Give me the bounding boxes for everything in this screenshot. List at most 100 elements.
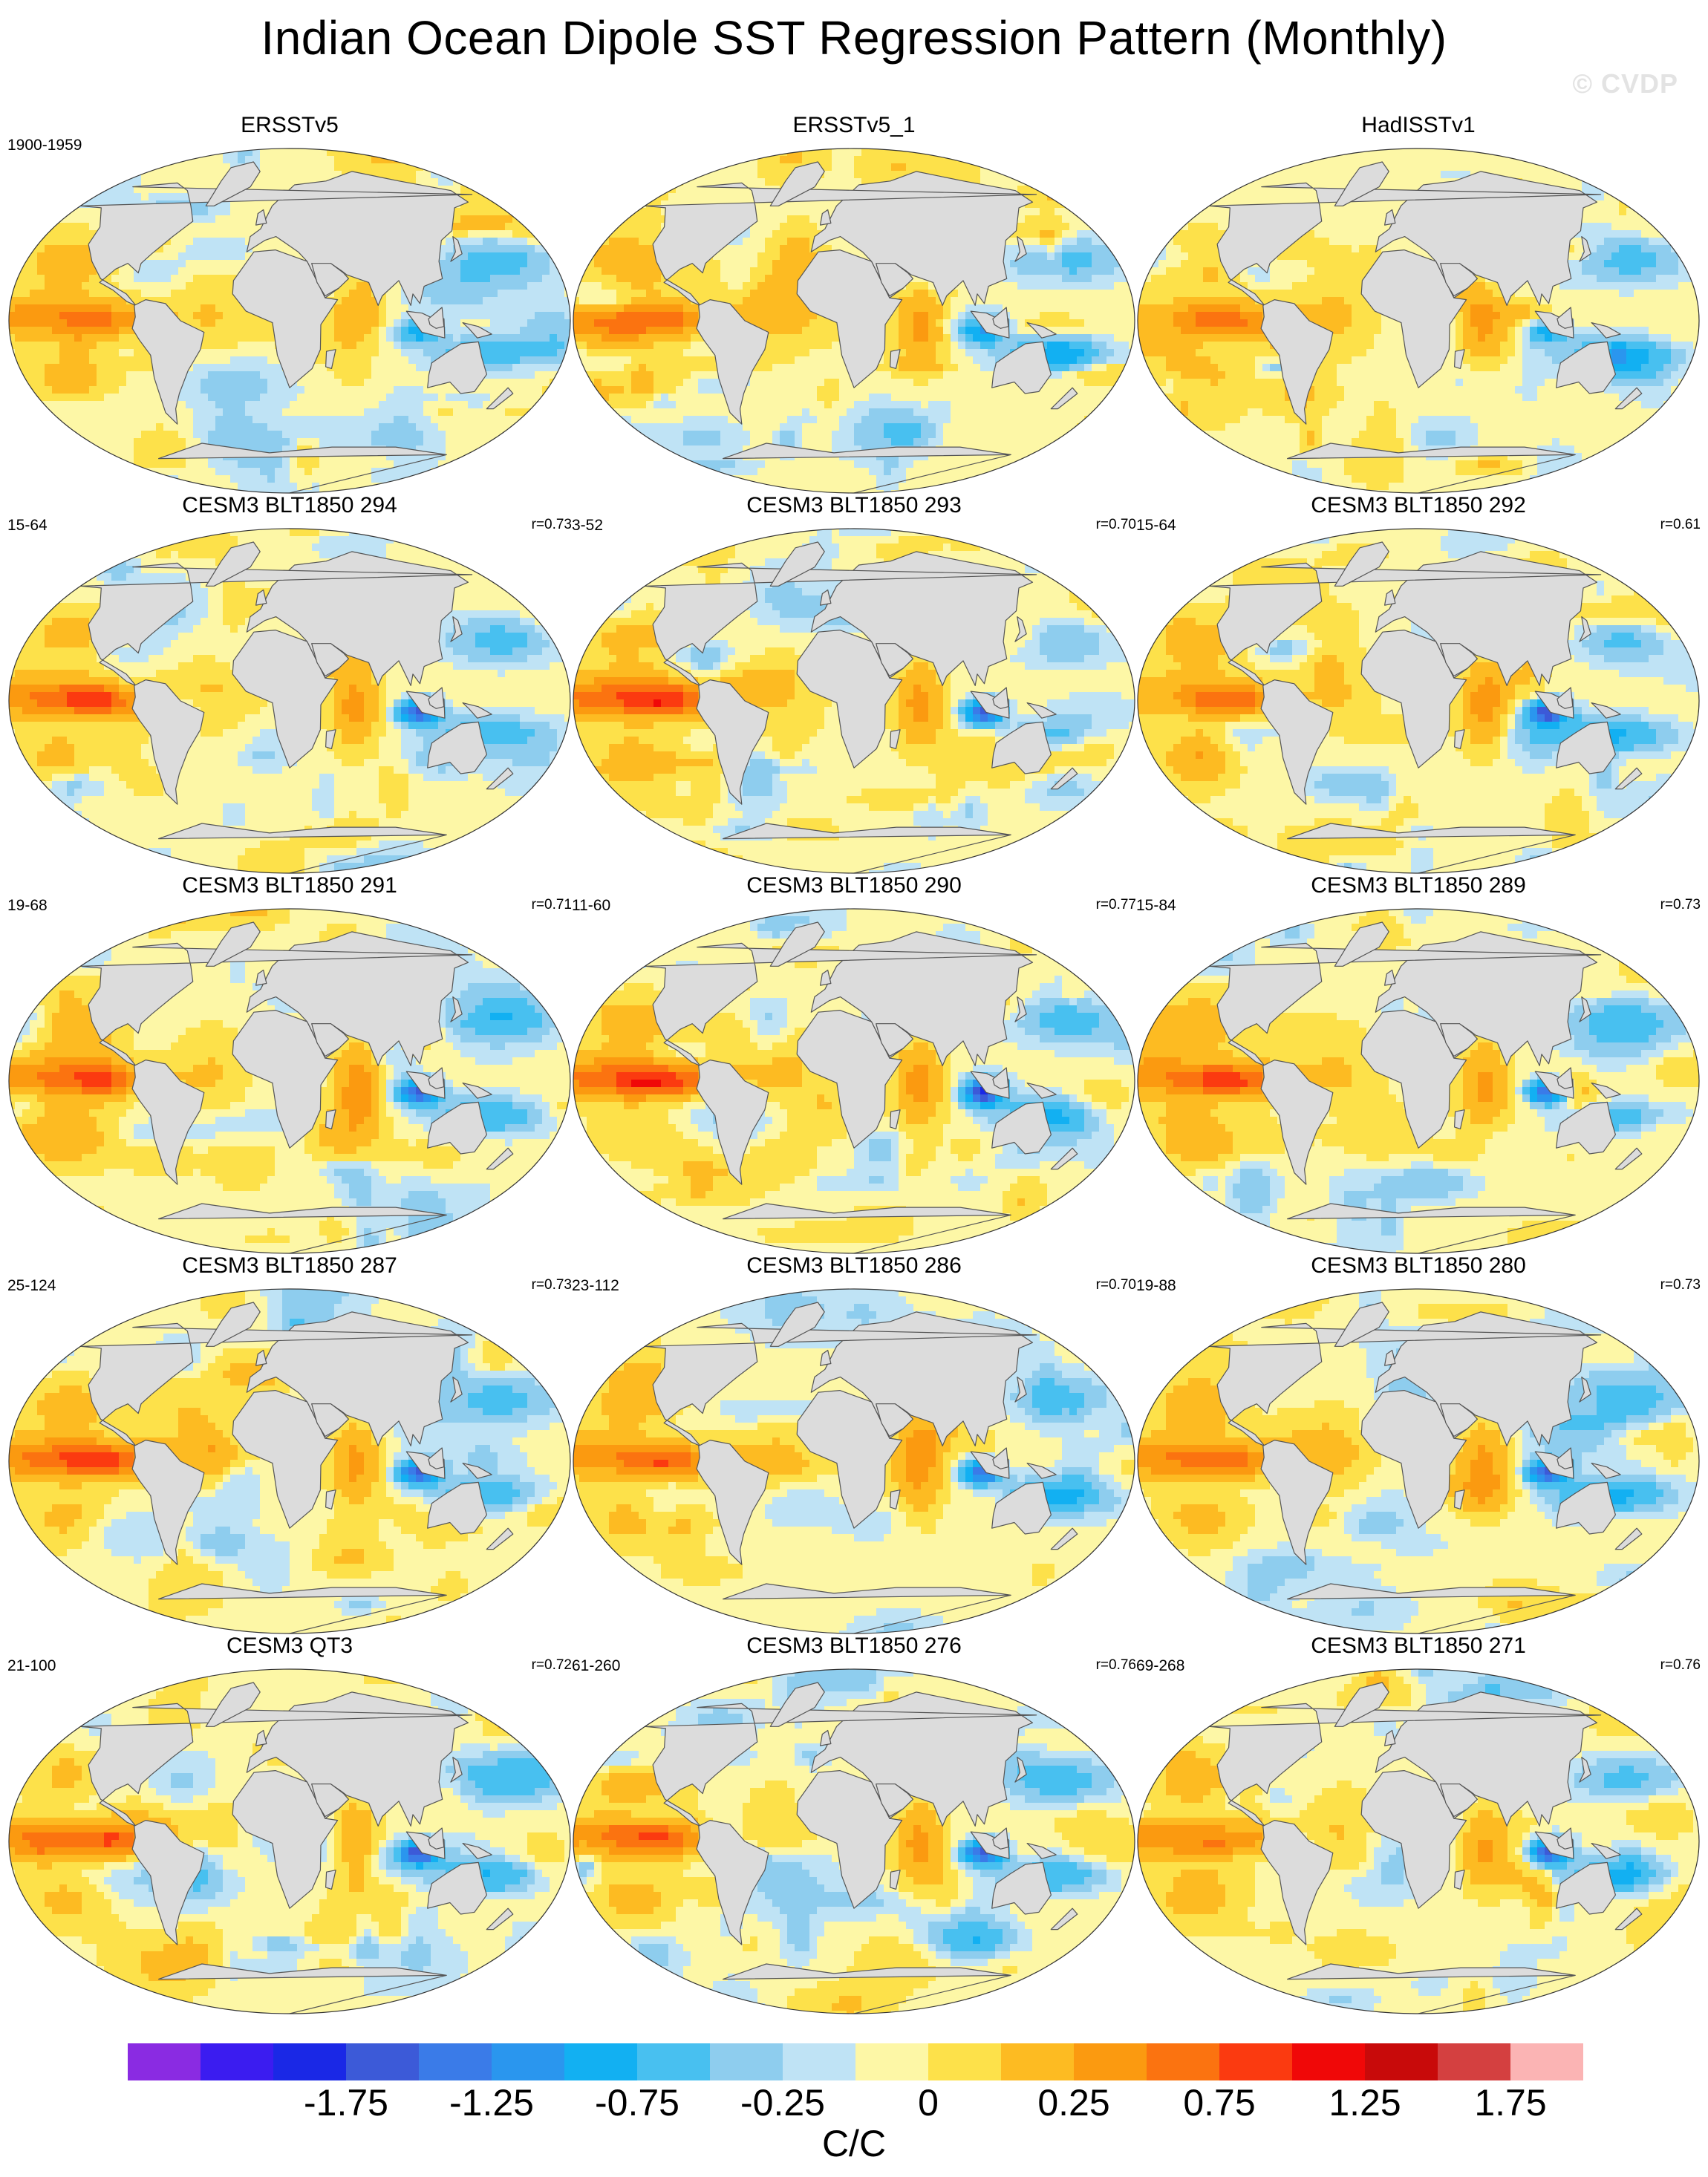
colorbar-tick-label: -0.25 xyxy=(740,2082,825,2124)
land-mass xyxy=(1591,1463,1621,1479)
land-mass xyxy=(769,541,825,587)
map-panel: CESM3 BLT1850 289 15-84 r=0.73 xyxy=(1136,873,1701,1259)
land-mass xyxy=(462,1843,492,1859)
land-mass xyxy=(820,969,832,986)
sst-contour-fill xyxy=(82,1684,570,1996)
sst-contour-fill xyxy=(616,692,683,707)
land-mass xyxy=(1557,1447,1574,1469)
panel-year-range: 19-88 xyxy=(1136,1277,1176,1294)
land-mass xyxy=(890,1489,901,1509)
map-panel: CESM3 BLT1850 271 69-268 r=0.76 xyxy=(1136,1633,1701,2020)
land-mass xyxy=(1614,1147,1643,1170)
sst-contour-fill xyxy=(573,1005,1025,1206)
land-mass xyxy=(255,209,267,226)
land-mass xyxy=(1050,1907,1078,1930)
cvdp-watermark: © CVDP xyxy=(1572,68,1678,99)
map-panel: CESM3 BLT1850 294 15-64 r=0.73 xyxy=(7,493,572,879)
sst-contour-fill xyxy=(1611,349,1626,364)
land-mass xyxy=(1579,616,1591,642)
land-mass xyxy=(428,1827,445,1850)
sst-contour-fill xyxy=(602,1825,683,1847)
panel-year-range: 15-64 xyxy=(7,517,48,534)
land-mass xyxy=(427,1861,488,1915)
sst-contour-fill xyxy=(1138,1057,1493,1102)
land-mass xyxy=(1440,643,1478,677)
land-mass xyxy=(232,249,339,388)
sst-regression-map xyxy=(573,908,1135,1254)
land-mass xyxy=(1556,341,1617,394)
sst-contour-fill xyxy=(67,558,557,873)
land-mass xyxy=(1375,1311,1598,1446)
sst-contour-fill xyxy=(1522,1005,1663,1132)
land-mass xyxy=(462,1083,492,1099)
sst-contour-fill xyxy=(59,1452,119,1467)
map-panel: ERSSTv5_1 xyxy=(572,113,1136,499)
land-mass xyxy=(450,1377,463,1403)
map-border xyxy=(573,1668,1135,2014)
map-panel: CESM3 BLT1850 293 3-52 r=0.70 xyxy=(572,493,1136,879)
land-mass xyxy=(992,307,1009,329)
land-mass xyxy=(255,1349,267,1366)
land-mass xyxy=(992,1067,1009,1089)
land-mass xyxy=(1208,942,1602,1066)
map-panel: CESM3 BLT1850 276 61-260 r=0.76 xyxy=(572,1633,1136,2020)
panel-year-range: 69-268 xyxy=(1136,1657,1185,1674)
sst-contour-fill xyxy=(1138,186,1530,468)
land-mass xyxy=(1454,1489,1465,1509)
sst-contour-fill xyxy=(9,1289,570,1631)
sst-contour-fill xyxy=(958,699,1069,737)
land-mass xyxy=(876,643,913,677)
land-mass xyxy=(890,349,901,369)
land-mass xyxy=(486,387,514,410)
sst-regression-map xyxy=(573,528,1135,874)
land-mass xyxy=(1454,349,1465,369)
land-mass xyxy=(1591,1843,1621,1859)
land-mass xyxy=(486,767,514,790)
panel-title: CESM3 BLT1850 292 xyxy=(1311,493,1526,518)
land-mass xyxy=(255,589,267,606)
sst-contour-fill xyxy=(594,312,683,334)
colorbar-swatch xyxy=(1219,2043,1292,2080)
panel-title: CESM3 BLT1850 276 xyxy=(746,1633,962,1658)
land-mass xyxy=(486,1527,514,1550)
sst-contour-fill xyxy=(1138,1378,1522,1608)
panel-year-range: 15-84 xyxy=(1136,897,1176,914)
land-mass xyxy=(644,182,1037,306)
land-mass xyxy=(255,969,267,986)
land-mass xyxy=(820,209,832,226)
sst-contour-fill xyxy=(573,1825,928,1862)
map-panel: CESM3 BLT1850 280 19-88 r=0.73 xyxy=(1136,1253,1701,1639)
land-mass xyxy=(1591,702,1621,719)
land-mass xyxy=(486,1907,514,1930)
sst-contour-fill xyxy=(1530,1840,1641,1884)
land-mass xyxy=(205,541,261,587)
map-border xyxy=(8,908,571,1254)
land-mass xyxy=(890,1109,901,1129)
panel-title: CESM3 BLT1850 287 xyxy=(182,1253,397,1278)
map-border xyxy=(573,528,1135,874)
sst-contour-fill xyxy=(22,1832,134,1855)
sst-contour-fill xyxy=(9,685,364,722)
land-mass xyxy=(644,1703,1037,1827)
sst-contour-fill xyxy=(9,1057,371,1132)
land-mass xyxy=(79,182,473,306)
land-mass xyxy=(1556,721,1617,774)
land-mass xyxy=(1384,589,1396,606)
sst-contour-fill xyxy=(573,1334,1135,1586)
colorbar-units: C/C xyxy=(821,2123,887,2164)
sst-contour-fill xyxy=(171,1289,557,1608)
colorbar-tick-label: 0 xyxy=(918,2082,939,2124)
sst-contour-fill xyxy=(573,1363,958,1534)
land-mass xyxy=(769,921,825,967)
sst-regression-map xyxy=(573,1288,1135,1634)
land-mass xyxy=(1440,1403,1478,1437)
land-mass xyxy=(1614,1907,1643,1930)
land-mass xyxy=(131,679,205,805)
land-mass xyxy=(1591,322,1621,339)
land-mass xyxy=(1440,1783,1478,1818)
colorbar-swatch xyxy=(1292,2043,1365,2080)
land-mass xyxy=(1440,1023,1478,1057)
sst-contour-fill xyxy=(1210,924,1686,1236)
sst-contour-fill xyxy=(573,1773,943,2014)
land-mass xyxy=(810,551,1034,686)
